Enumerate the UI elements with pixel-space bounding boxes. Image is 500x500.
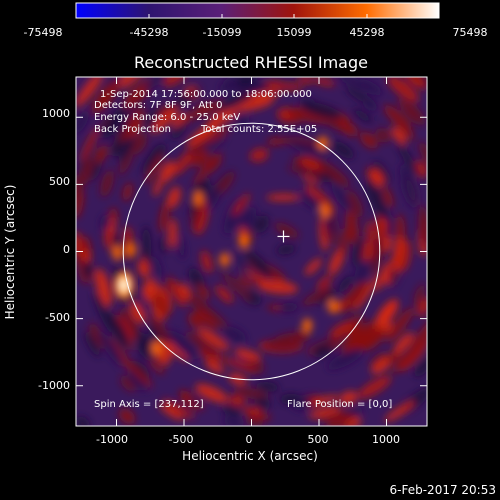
time-range-annotation: 1-Sep-2014 17:56:00.000 to 18:06:00.000 xyxy=(100,89,312,100)
y-tick-label: 0 xyxy=(63,243,70,256)
colorbar-ticks xyxy=(148,14,368,18)
colorbar xyxy=(75,2,440,19)
solar-limb-circle xyxy=(122,122,381,381)
y-tick-label: -500 xyxy=(45,311,70,324)
spin-axis-annotation: Spin Axis = [237,112] xyxy=(94,399,204,410)
x-tick-label: 0 xyxy=(246,433,253,446)
y-tick-label: 500 xyxy=(49,175,70,188)
footer-date: 6-Feb-2017 20:53 xyxy=(390,483,496,497)
axis-ticks xyxy=(76,77,427,426)
energy-annotation: Energy Range: 6.0 - 25.0 keV xyxy=(94,112,240,123)
counts-annotation: Total counts: 2.55E+05 xyxy=(200,124,317,135)
y-tick-label: 1000 xyxy=(42,107,70,120)
x-tick-label: -1000 xyxy=(96,433,128,446)
colorbar-tick-label: -45298 xyxy=(130,26,169,39)
colorbar-tick-label: 75498 xyxy=(453,26,488,39)
colorbar-tick-label: 45298 xyxy=(350,26,385,39)
y-axis-label: Heliocentric Y (arcsec) xyxy=(3,185,17,320)
y-tick-label: -1000 xyxy=(38,379,70,392)
colorbar-tick-label: -15099 xyxy=(203,26,242,39)
colorbar-tick-label: 15099 xyxy=(277,26,312,39)
x-tick-label: 500 xyxy=(308,433,329,446)
x-tick-label: 1000 xyxy=(372,433,400,446)
x-axis-label: Heliocentric X (arcsec) xyxy=(182,449,318,463)
detectors-annotation: Detectors: 7F 8F 9F, Att 0 xyxy=(94,100,222,111)
x-tick-label: -500 xyxy=(169,433,194,446)
colorbar-tick-label: -75498 xyxy=(24,26,63,39)
flare-position-annotation: Flare Position = [0,0] xyxy=(287,399,392,410)
method-annotation: Back Projection xyxy=(94,124,171,135)
chart-title: Reconstructed RHESSI Image xyxy=(134,53,368,72)
spin-axis-marker xyxy=(277,230,290,243)
